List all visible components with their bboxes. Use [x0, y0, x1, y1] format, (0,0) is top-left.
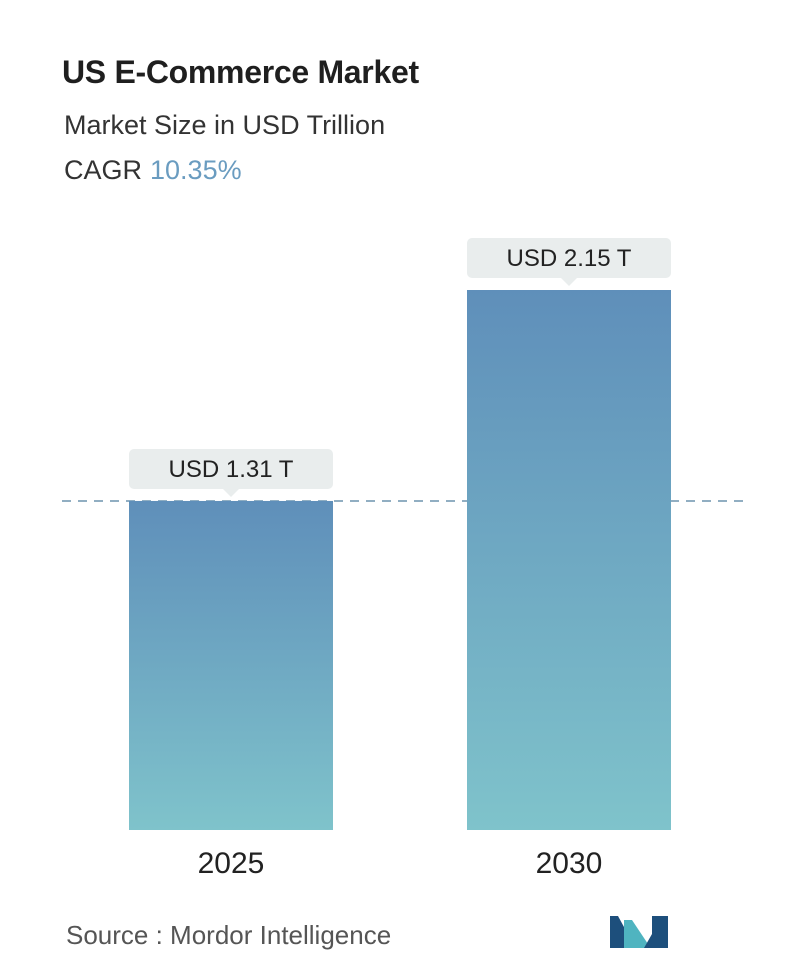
cagr-label: CAGR [64, 155, 143, 185]
chart-subtitle: Market Size in USD Trillion [64, 110, 386, 140]
logo-right-stroke [644, 916, 668, 948]
data-label-bg [129, 448, 333, 489]
bar-2025 [129, 500, 333, 830]
x-tick-2025: 2025 [198, 847, 265, 880]
bar-2030 [467, 290, 671, 830]
cagr-line: CAGR 10.35% [64, 155, 242, 186]
data-label-pointer [223, 488, 239, 497]
data-label-2030: USD 2.15 T [467, 238, 671, 286]
logo-mid-stroke [624, 920, 648, 948]
data-label-text: USD 2.15 T [507, 245, 632, 272]
page-title: US E-Commerce Market [62, 54, 419, 90]
source-caption: Source : Mordor Intelligence [66, 920, 392, 950]
cagr-value: 10.35% [150, 155, 242, 185]
data-label-bg [467, 238, 671, 278]
data-label-text: USD 1.31 T [169, 456, 294, 483]
x-tick-2030: 2030 [536, 847, 603, 880]
data-label-pointer [561, 278, 577, 286]
mordor-logo-icon [610, 916, 668, 948]
bar-chart: USD 1.31 T USD 2.15 T 2025 2030 [62, 238, 745, 880]
data-label-2025: USD 1.31 T [129, 448, 333, 497]
